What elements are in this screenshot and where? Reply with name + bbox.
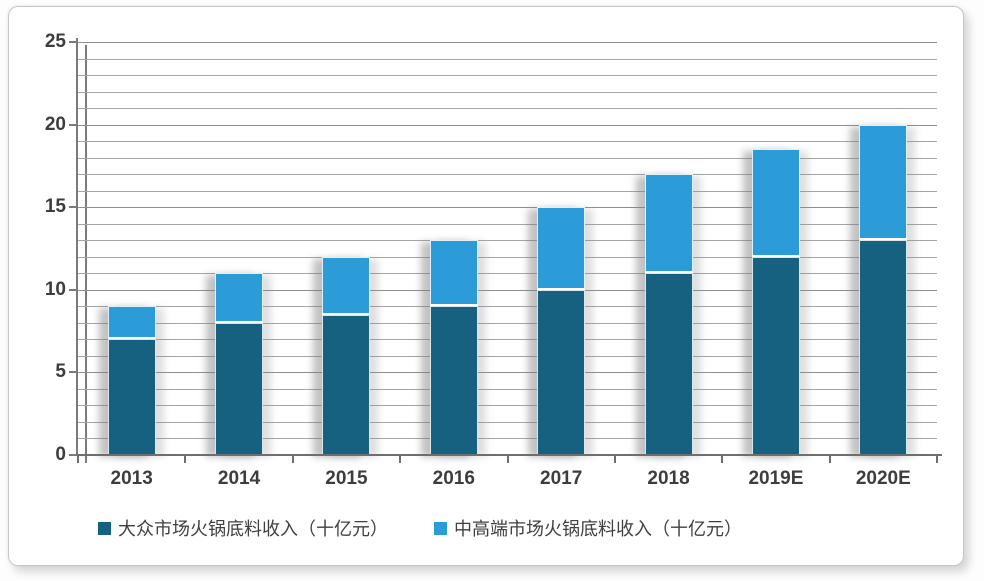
bar-segment-series-1-2019E [751, 149, 800, 257]
gridline [78, 174, 937, 176]
legend-marker-icon [434, 521, 447, 535]
bar-2017 [537, 207, 586, 455]
bar-segment-series-1-2017 [537, 207, 586, 290]
x-axis-tick [184, 456, 187, 463]
bar-2020E [859, 124, 908, 455]
x-axis-tick [291, 456, 294, 463]
y-axis-tick-label: 20 [44, 113, 66, 135]
gridline [78, 438, 937, 440]
gridline [78, 42, 937, 43]
x-axis-label-2017: 2017 [540, 468, 583, 489]
gridline [78, 207, 937, 209]
gridline [78, 256, 937, 258]
x-axis-tick [613, 456, 616, 463]
gridline [78, 273, 937, 275]
x-axis-label-2013: 2013 [110, 468, 153, 489]
bar-2013 [107, 306, 156, 455]
bar-segment-series-1-2015 [322, 256, 371, 315]
x-axis [70, 454, 942, 456]
bar-segment-series-1-2020E [859, 124, 908, 241]
bar-2016 [429, 240, 478, 455]
gridline [78, 223, 937, 225]
gridline [78, 108, 937, 110]
chart-card [8, 6, 964, 566]
gridline [78, 91, 937, 93]
bar-2014 [215, 273, 264, 455]
x-axis-label-2018: 2018 [647, 468, 690, 489]
y-axis-tick [69, 206, 77, 209]
bar-segment-series-1-2013 [107, 306, 156, 340]
bar-segment-series-0-2019E [751, 256, 800, 455]
bar-segment-series-0-2018 [644, 273, 693, 455]
gridline [78, 240, 937, 242]
x-axis-tick [936, 456, 938, 463]
gridline [78, 405, 937, 407]
bar-2018 [644, 174, 693, 455]
legend-label: 大众市场火锅底料收入（十亿元） [118, 519, 388, 539]
gridline [78, 355, 937, 357]
bar-segment-series-0-2017 [537, 289, 586, 455]
gridline [78, 306, 937, 308]
x-axis-label-2014: 2014 [217, 468, 261, 489]
y-axis-tick-label: 10 [44, 278, 66, 300]
x-axis-tick [399, 456, 402, 463]
y-axis-tick [69, 454, 77, 456]
legend: 大众市场火锅底料收入（十亿元） 中高端市场火锅底料收入（十亿元） [0, 515, 984, 541]
bar-segment-series-0-2014 [215, 322, 264, 455]
y-axis-line [85, 45, 87, 463]
y-axis-tick-label: 25 [44, 31, 66, 52]
gridline [78, 75, 937, 77]
x-axis-tick [506, 456, 509, 463]
bar-segment-series-1-2014 [215, 273, 264, 323]
legend-label: 中高端市场火锅底料收入（十亿元） [454, 519, 742, 539]
gridline [78, 190, 937, 192]
x-axis-tick [828, 456, 831, 463]
gridline [78, 322, 937, 324]
gridline [78, 388, 937, 390]
x-axis-label-2019E: 2019E [748, 468, 804, 489]
gridline [78, 141, 937, 143]
gridline [78, 289, 937, 291]
y-axis-tick [69, 371, 77, 374]
bar-segment-series-0-2016 [429, 306, 478, 455]
x-axis-label-2015: 2015 [325, 468, 368, 489]
y-axis-tick-label: 15 [44, 196, 66, 218]
y-axis-tick [69, 123, 77, 126]
legend-item-0: 大众市场火锅底料收入（十亿元） [98, 515, 388, 541]
gridline [78, 339, 937, 341]
x-axis-tick [721, 456, 724, 463]
gridline [78, 372, 937, 374]
x-axis-label-2016: 2016 [432, 468, 475, 489]
bar-2015 [322, 256, 371, 455]
bar-segment-series-0-2020E [859, 240, 908, 455]
bar-segment-series-0-2015 [322, 314, 371, 455]
gridline [78, 58, 937, 60]
gridline [78, 157, 937, 159]
legend-marker-icon [98, 521, 111, 535]
x-axis-label-2020E: 2020E [855, 468, 911, 489]
y-axis-tick-label: 5 [55, 361, 66, 383]
plot-area [78, 42, 937, 455]
bar-segment-series-1-2016 [429, 240, 478, 307]
legend-item-1: 中高端市场火锅底料收入（十亿元） [434, 515, 742, 541]
bar-segment-series-1-2018 [644, 174, 693, 274]
bar-2019E [751, 149, 800, 455]
bar-segment-series-0-2013 [107, 339, 156, 455]
gridline [78, 421, 937, 423]
y-axis-tick [69, 288, 77, 291]
y-axis-tick-label: 0 [55, 444, 66, 465]
y-axis [76, 38, 78, 456]
gridline [78, 124, 937, 126]
y-axis-tick [69, 41, 77, 43]
x-axis-tick [77, 456, 79, 463]
